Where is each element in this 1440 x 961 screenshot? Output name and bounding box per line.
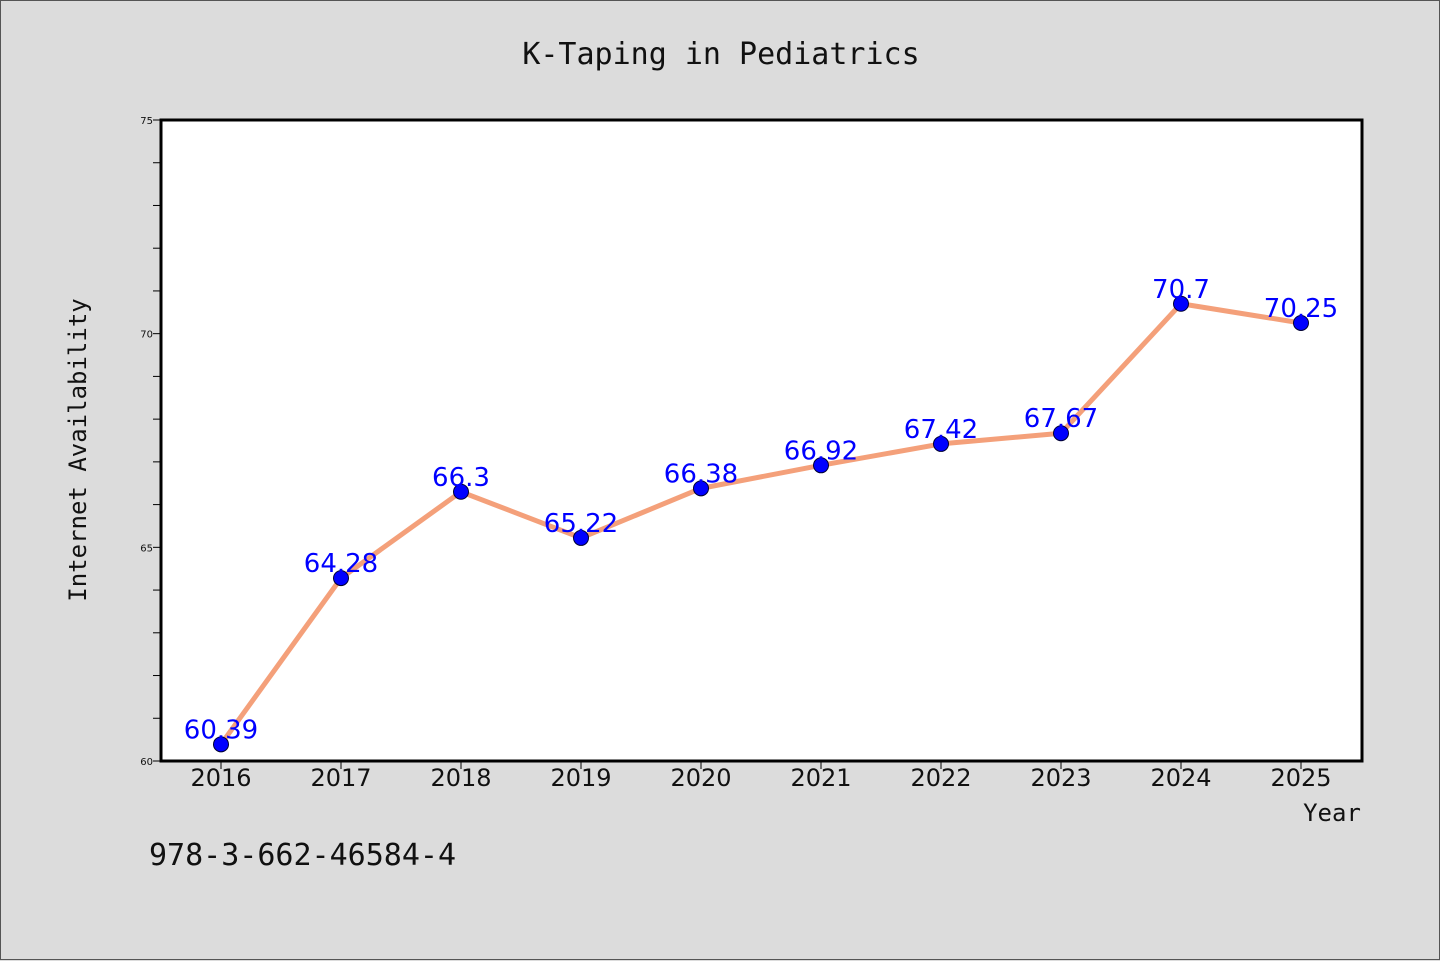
data-point <box>453 483 469 500</box>
x-tick-label: 2017 <box>310 764 371 792</box>
plot-area <box>159 118 1364 763</box>
data-point <box>333 570 349 587</box>
data-labels: 60.39 64.28 66.3 65.22 66.38 66.92 67.42 67.67 7… <box>184 275 1338 746</box>
data-point <box>573 529 589 546</box>
data-label: 66.3 <box>432 463 490 493</box>
y-tick-label: 65 <box>140 543 153 554</box>
data-label: 67.67 <box>1024 404 1098 434</box>
data-label: 66.92 <box>784 436 858 466</box>
data-label: 64.28 <box>304 549 378 579</box>
x-axis-label: Year <box>1303 799 1361 827</box>
data-label: 67.42 <box>904 415 978 445</box>
footnote-isbn: 978-3-662-46584-4 <box>149 838 456 873</box>
data-label: 60.39 <box>184 715 258 745</box>
data-point <box>1173 295 1189 312</box>
x-tick-label: 2024 <box>1150 764 1211 792</box>
data-point <box>1053 425 1069 442</box>
data-label: 70.25 <box>1264 294 1338 324</box>
x-tick-label: 2023 <box>1030 764 1091 792</box>
data-point <box>1293 314 1309 331</box>
series-markers <box>213 295 1309 753</box>
x-tick-label: 2020 <box>670 764 731 792</box>
x-tick-label: 2019 <box>550 764 611 792</box>
y-tick-label: 75 <box>140 116 153 127</box>
data-point <box>813 457 829 474</box>
x-tick-label: 2021 <box>790 764 851 792</box>
x-tick-label: 2022 <box>910 764 971 792</box>
data-point <box>213 736 229 753</box>
y-axis: 60 65 70 75 <box>140 116 161 768</box>
y-axis-label: Internet Availability <box>64 298 92 601</box>
data-label: 65.22 <box>544 509 618 539</box>
data-point <box>693 480 709 497</box>
data-label: 66.38 <box>664 459 738 489</box>
x-tick-label: 2016 <box>190 764 251 792</box>
x-tick-label: 2018 <box>430 764 491 792</box>
data-point <box>933 435 949 452</box>
x-tick-label: 2025 <box>1270 764 1331 792</box>
data-label: 70.7 <box>1152 275 1210 305</box>
x-axis: 2016 2017 2018 2019 2020 2021 2022 2023 2024 2025 <box>190 761 1332 792</box>
series-line <box>218 301 1302 746</box>
y-tick-label: 70 <box>140 330 153 341</box>
chart-title: K-Taping in Pediatrics <box>522 37 919 72</box>
y-tick-label: 60 <box>140 757 153 768</box>
